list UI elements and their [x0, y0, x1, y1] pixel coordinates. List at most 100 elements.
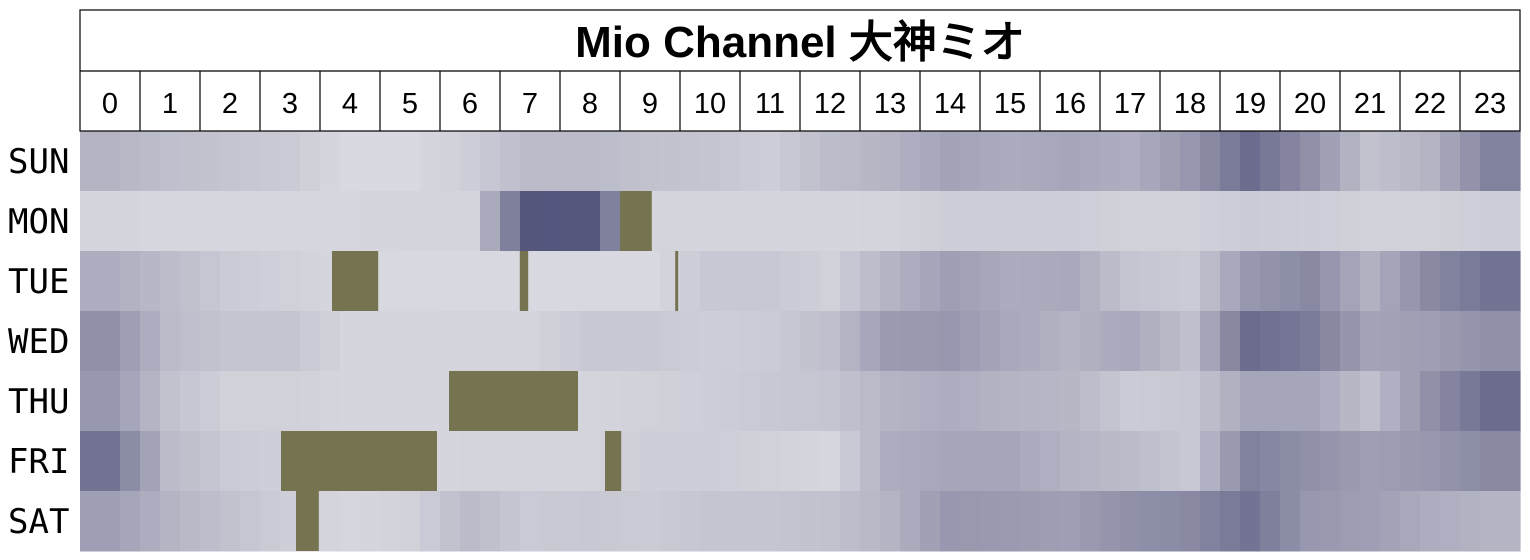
heatmap-cell-fri-22 — [1400, 431, 1421, 492]
heatmap-cell-fri-14 — [940, 431, 961, 492]
heatmap-cell-fri-20 — [1300, 431, 1321, 492]
heatmap-cell-mon-22 — [1420, 191, 1441, 252]
heatmap-cell-wed-9 — [660, 311, 681, 372]
heatmap-cell-fri-16 — [1060, 431, 1081, 492]
heatmap-cell-tue-16 — [1060, 251, 1081, 312]
heatmap-cell-sat-15 — [1000, 491, 1021, 552]
heatmap-cell-wed-22 — [1420, 311, 1441, 372]
heatmap-cell-tue-2 — [200, 251, 221, 312]
heatmap-cell-wed-8 — [560, 311, 581, 372]
day-label-thu: THU — [8, 382, 69, 422]
heatmap-cell-wed-13 — [900, 311, 921, 372]
heatmap-cell-sat-13 — [860, 491, 881, 552]
heatmap-cell-fri-18 — [1200, 431, 1221, 492]
heatmap-cell-sat-14 — [940, 491, 961, 552]
heatmap-cell-fri-13 — [900, 431, 921, 492]
hour-label: 1 — [162, 88, 178, 120]
heatmap-cell-tue-23 — [1460, 251, 1481, 312]
heatmap-cell-sun-6 — [480, 131, 501, 192]
heatmap-cell-mon-6 — [480, 191, 501, 252]
heatmap-cell-mon-12 — [800, 191, 821, 252]
heatmap-cell-mon-1 — [140, 191, 161, 252]
heatmap-cell-mon-14 — [940, 191, 961, 252]
day-label-mon: MON — [8, 202, 69, 242]
heatmap-cell-mon-10 — [720, 191, 741, 252]
heatmap-cell-mon-15 — [1020, 191, 1041, 252]
heatmap-cell-fri-9 — [640, 431, 661, 492]
heatmap-cell-sun-7 — [540, 131, 561, 192]
heatmap-cell-sat-2 — [240, 491, 261, 552]
heatmap-cell-sat-17 — [1100, 491, 1121, 552]
heatmap-cell-thu-17 — [1100, 371, 1121, 432]
heatmap-cell-sat-9 — [620, 491, 641, 552]
heatmap-cell-mon-22 — [1440, 191, 1461, 252]
heatmap-cell-sun-9 — [620, 131, 641, 192]
heatmap-cell-sat-19 — [1220, 491, 1241, 552]
heatmap-cell-fri-19 — [1220, 431, 1241, 492]
heatmap-cell-tue-22 — [1420, 251, 1441, 312]
hour-label: 10 — [694, 88, 726, 120]
heatmap-cell-fri-14 — [920, 431, 941, 492]
heatmap-cell-mon-9 — [660, 191, 681, 252]
heatmap-cell-mon-3 — [300, 191, 321, 252]
heatmap-cell-thu-18 — [1160, 371, 1181, 432]
heatmap-cell-fri-0 — [80, 431, 101, 492]
heatmap-cell-wed-12 — [800, 311, 821, 372]
heatmap-cell-fri-17 — [1120, 431, 1141, 492]
heatmap-cell-mon-11 — [760, 191, 781, 252]
heatmap-cell-mon-14 — [920, 191, 941, 252]
heatmap-cell-sun-0 — [120, 131, 141, 192]
chart-frame — [79, 9, 1521, 132]
heatmap-cell-sun-12 — [820, 131, 841, 192]
heatmap-cell-fri-0 — [100, 431, 121, 492]
heatmap-cell-fri-8 — [580, 431, 601, 492]
heatmap-cell-tue-15 — [980, 251, 1001, 312]
heatmap-cell-mon-14 — [960, 191, 981, 252]
hour-label: 6 — [462, 88, 478, 120]
heatmap-cell-fri-12 — [840, 431, 861, 492]
heatmap-cell-wed-9 — [640, 311, 661, 372]
heatmap-cell-sun-13 — [860, 131, 881, 192]
heatmap-cell-wed-21 — [1380, 311, 1401, 372]
heatmap-cell-mon-17 — [1120, 191, 1141, 252]
heatmap-cell-wed-8 — [580, 311, 601, 372]
heatmap-cell-sat-8 — [580, 491, 601, 552]
heatmap-cell-tue-0 — [120, 251, 141, 312]
heatmap-cell-thu-1 — [140, 371, 161, 432]
heatmap-cell-tue-13 — [880, 251, 901, 312]
heatmap-cell-tue-3 — [260, 251, 281, 312]
heatmap-cell-tue-11 — [780, 251, 801, 312]
heatmap-cell-tue-10 — [700, 251, 721, 312]
heatmap-cell-sun-14 — [960, 131, 981, 192]
heatmap-cell-mon-8 — [560, 191, 581, 252]
heatmap-cell-sun-17 — [1140, 131, 1161, 192]
hour-label: 18 — [1174, 88, 1206, 120]
heatmap-cell-sun-16 — [1060, 131, 1081, 192]
heatmap-cell-fri-2 — [200, 431, 221, 492]
hour-label: 20 — [1294, 88, 1326, 120]
heatmap-cell-sat-1 — [180, 491, 201, 552]
heatmap-cell-mon-6 — [440, 191, 461, 252]
heatmap-cell-sat-22 — [1440, 491, 1461, 552]
heatmap-cell-fri-1 — [140, 431, 161, 492]
heatmap-cell-sun-1 — [160, 131, 181, 192]
heatmap-cell-thu-11 — [760, 371, 781, 432]
heatmap-cell-wed-13 — [860, 311, 881, 372]
heatmap-cells — [80, 131, 1521, 552]
heatmap-cell-wed-9 — [620, 311, 641, 372]
heatmap-cell-tue-21 — [1360, 251, 1381, 312]
heatmap-cell-sun-19 — [1260, 131, 1281, 192]
heatmap-cell-sun-22 — [1440, 131, 1461, 192]
heatmap-cell-wed-5 — [380, 311, 401, 372]
heatmap-cell-sat-22 — [1420, 491, 1441, 552]
heatmap-cell-fri-13 — [880, 431, 901, 492]
heatmap-cell-tue-20 — [1320, 251, 1341, 312]
heatmap-cell-mon-17 — [1100, 191, 1121, 252]
heatmap-cell-sun-18 — [1200, 131, 1221, 192]
heatmap-cell-sun-20 — [1280, 131, 1301, 192]
heatmap-cell-thu-10 — [720, 371, 741, 432]
heatmap-cell-sat-10 — [720, 491, 741, 552]
heatmap-cell-tue-0 — [80, 251, 101, 312]
heatmap-cell-sat-19 — [1240, 491, 1261, 552]
heatmap-cell-sat-16 — [1080, 491, 1101, 552]
